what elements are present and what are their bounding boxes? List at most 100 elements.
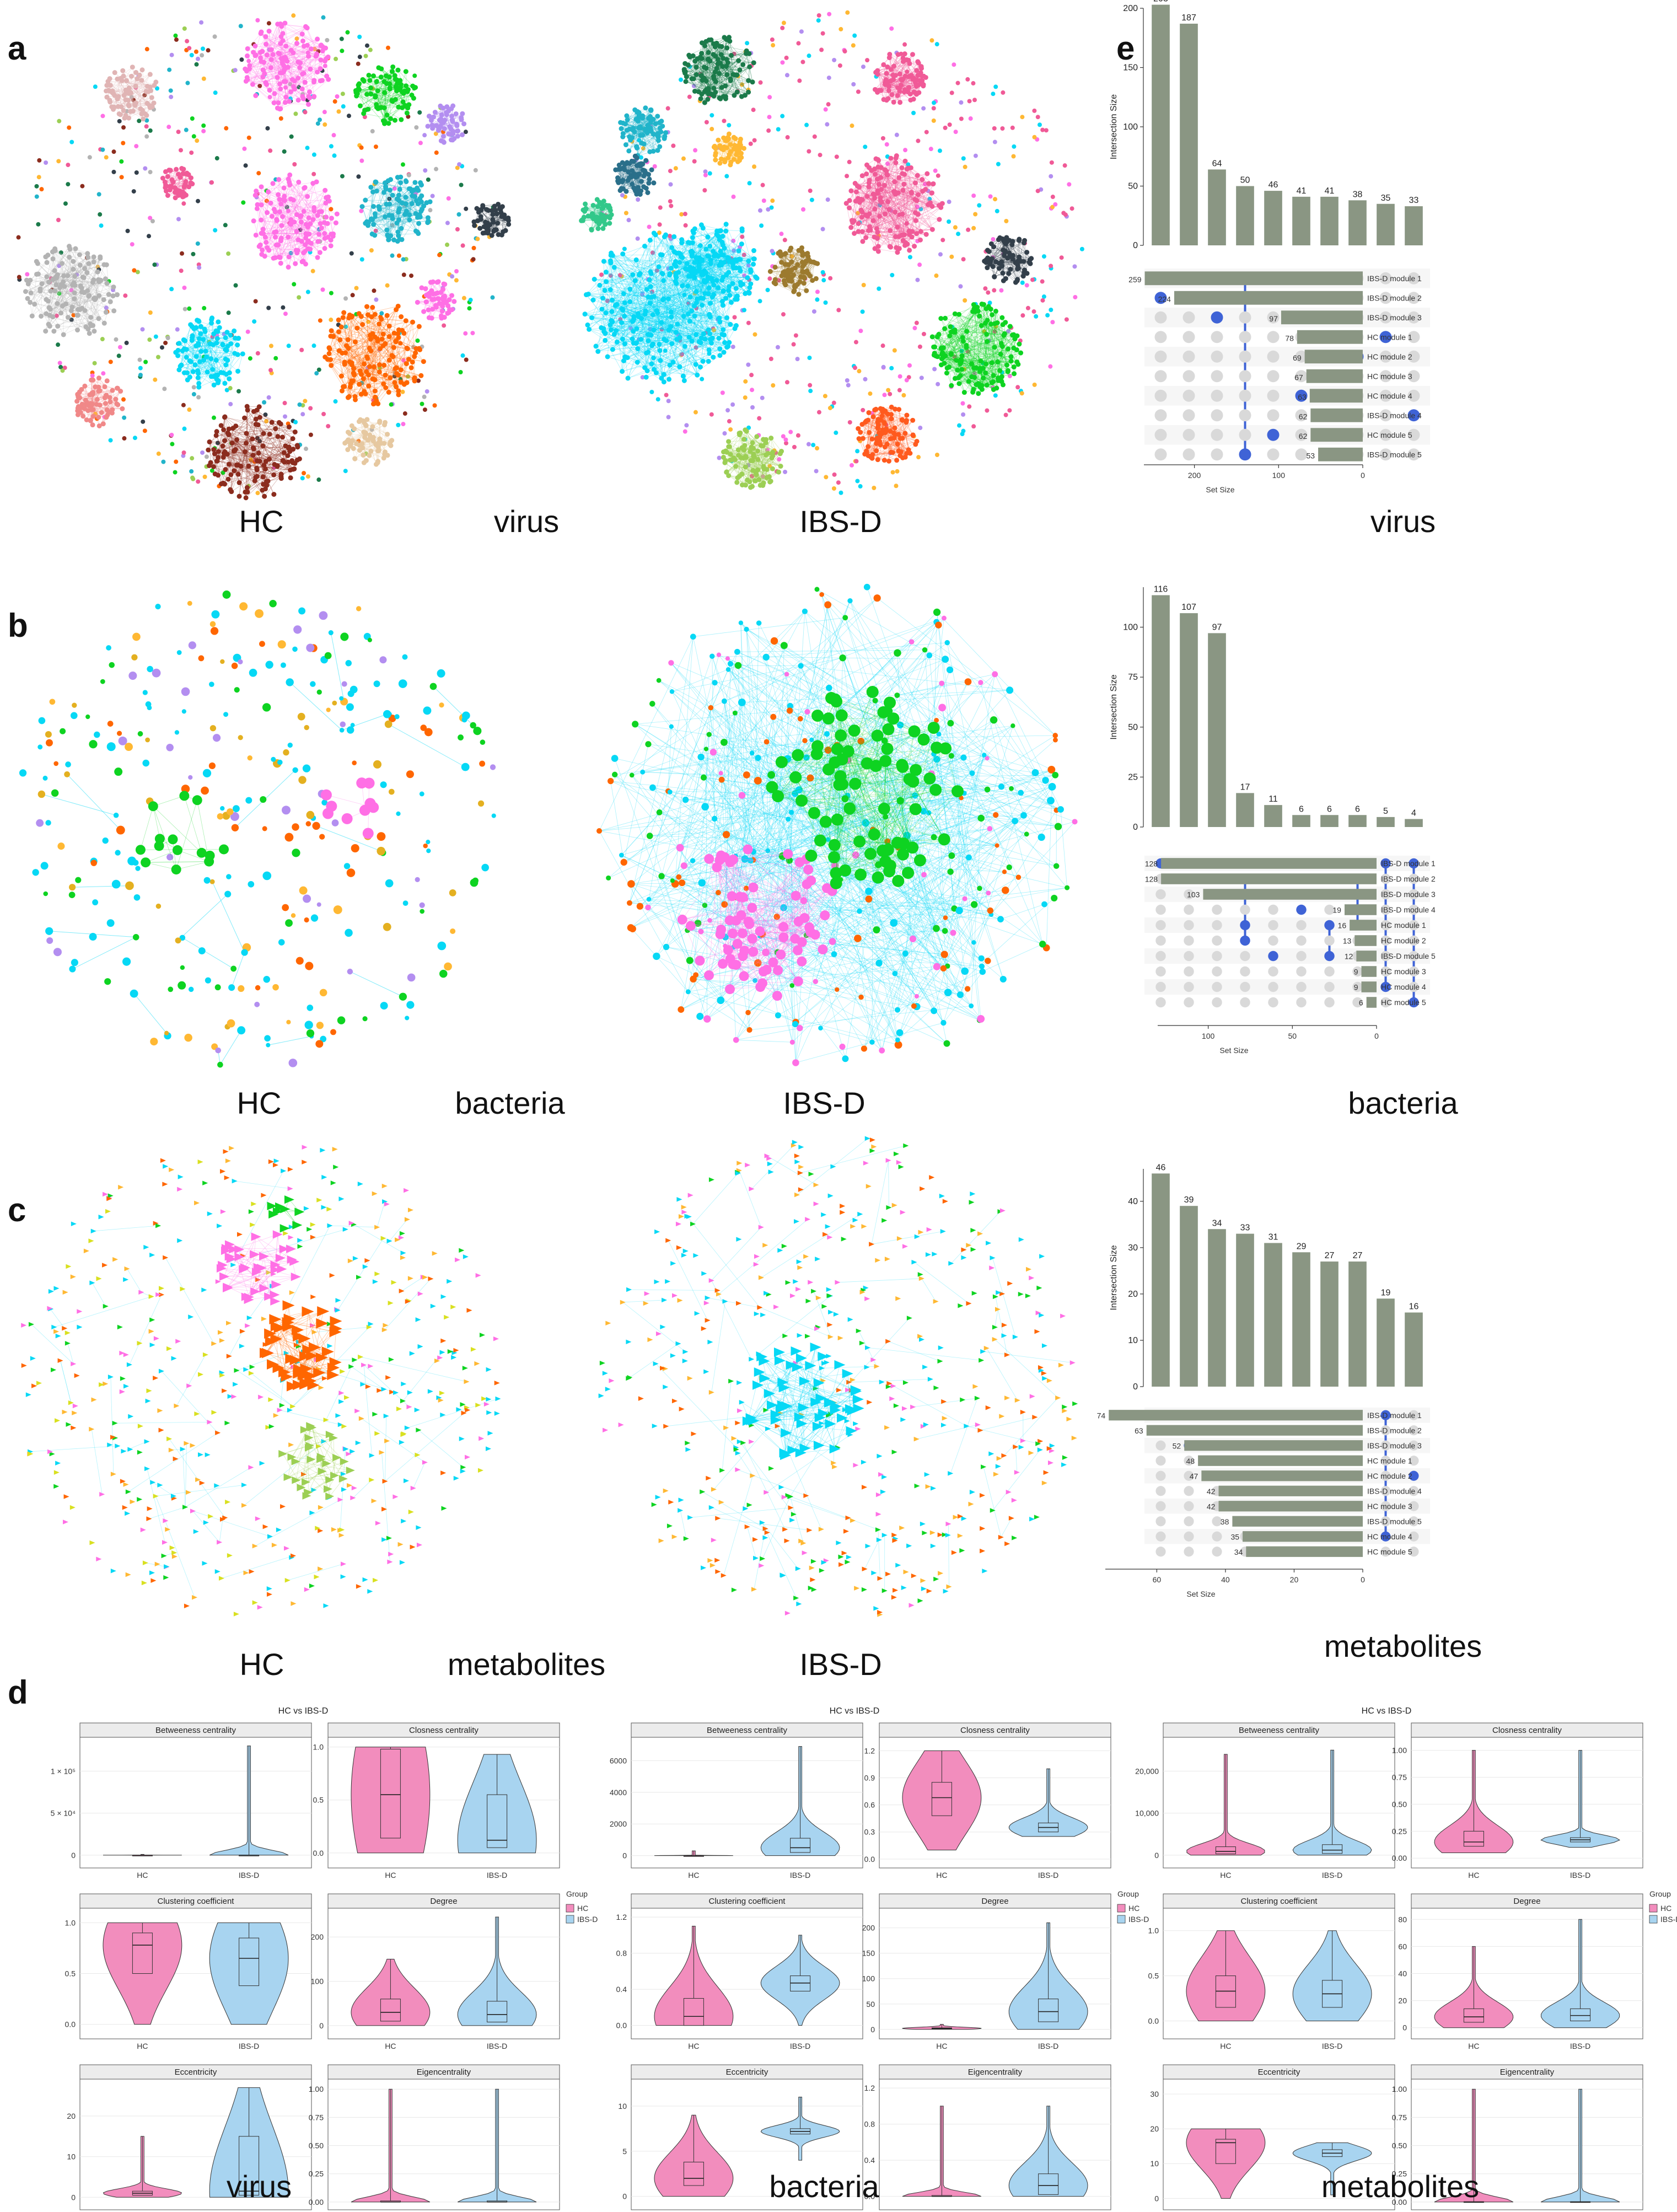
network-node	[57, 119, 62, 124]
network-node	[497, 205, 503, 211]
network-node	[221, 470, 225, 475]
network-node	[206, 447, 211, 453]
network-node	[302, 79, 308, 85]
network-node	[847, 420, 852, 425]
network-node	[374, 79, 379, 84]
network-node	[35, 261, 40, 266]
network-node	[147, 105, 153, 110]
network-node	[72, 296, 77, 302]
network-node	[101, 371, 106, 376]
network-node	[439, 308, 445, 314]
network-edge	[253, 52, 283, 64]
network-node	[381, 105, 387, 111]
network-node	[440, 133, 446, 139]
network-node	[104, 407, 110, 412]
network-node	[130, 65, 135, 70]
network-node	[432, 110, 438, 115]
network-node	[149, 95, 154, 100]
network-node	[77, 252, 82, 257]
network-node	[278, 86, 283, 92]
network-node	[936, 173, 940, 178]
network-node	[185, 39, 190, 44]
network-node	[489, 233, 495, 238]
network-node	[126, 85, 132, 91]
network-node	[301, 250, 307, 255]
network-edge	[123, 95, 141, 109]
network-node	[668, 169, 673, 174]
network-node	[202, 326, 207, 332]
network-node	[23, 289, 28, 294]
network-edge	[265, 36, 298, 62]
network-node	[297, 402, 302, 407]
network-node	[324, 214, 329, 220]
network-node	[144, 47, 149, 52]
network-node	[264, 41, 269, 47]
network-node	[104, 83, 110, 88]
network-edge	[302, 80, 321, 97]
network-node	[123, 112, 128, 118]
network-node	[224, 388, 229, 393]
network-node	[398, 180, 404, 185]
network-node	[626, 218, 631, 223]
network-node	[852, 33, 857, 38]
network-node	[281, 185, 287, 191]
network-edge	[277, 53, 279, 109]
network-node	[256, 244, 262, 249]
network-node	[138, 106, 143, 111]
network-edge	[302, 34, 317, 55]
network-node	[238, 24, 243, 29]
network-node	[34, 194, 39, 199]
network-node	[61, 332, 66, 337]
network-node	[328, 357, 334, 362]
network-node	[393, 339, 399, 344]
network-node	[220, 443, 225, 449]
network-node	[384, 112, 390, 118]
network-node	[224, 330, 230, 335]
network-node	[243, 163, 248, 168]
network-node	[725, 408, 730, 413]
network-node	[223, 467, 228, 473]
network-node	[54, 313, 59, 318]
network-node	[214, 336, 220, 341]
network-node	[288, 47, 294, 53]
network-node	[290, 436, 295, 442]
network-node	[197, 359, 202, 364]
network-node	[322, 58, 327, 64]
network-node	[262, 234, 268, 240]
network-node	[257, 439, 262, 444]
network-node	[300, 258, 306, 264]
network-node	[693, 148, 698, 153]
network-node	[372, 312, 378, 317]
network-node	[460, 243, 465, 248]
network-node	[198, 348, 204, 354]
network-node	[244, 404, 250, 409]
network-node	[352, 339, 358, 345]
network-node	[363, 422, 368, 427]
network-node	[406, 173, 411, 178]
network-node	[259, 184, 264, 190]
network-node	[228, 401, 233, 406]
network-node	[181, 201, 186, 206]
network-node	[267, 95, 272, 100]
network-node	[426, 307, 431, 313]
network-edge	[106, 90, 120, 114]
network-node	[79, 305, 85, 311]
network-node	[126, 103, 132, 109]
network-node	[401, 257, 406, 262]
network-node	[436, 279, 441, 284]
network-node	[295, 76, 301, 81]
network-node	[386, 121, 391, 126]
network-node	[204, 454, 209, 459]
network-node	[273, 234, 278, 240]
network-node	[226, 310, 231, 315]
network-node	[257, 50, 263, 55]
network-node	[350, 293, 355, 298]
network-node	[267, 432, 272, 437]
network-node	[44, 160, 49, 165]
network-node	[353, 397, 358, 402]
network-node	[340, 92, 345, 96]
network-node	[201, 123, 206, 128]
network-node	[261, 60, 266, 65]
network-node	[148, 128, 153, 133]
